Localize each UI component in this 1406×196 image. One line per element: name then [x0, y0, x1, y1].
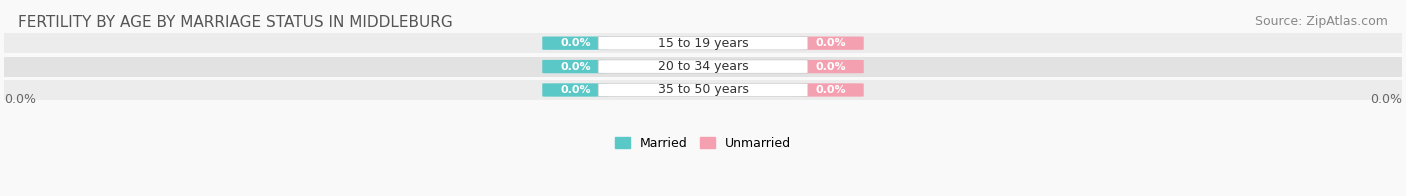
Text: Source: ZipAtlas.com: Source: ZipAtlas.com	[1256, 15, 1388, 28]
Text: 0.0%: 0.0%	[560, 85, 591, 95]
FancyBboxPatch shape	[543, 83, 609, 97]
FancyBboxPatch shape	[543, 60, 609, 73]
Text: FERTILITY BY AGE BY MARRIAGE STATUS IN MIDDLEBURG: FERTILITY BY AGE BY MARRIAGE STATUS IN M…	[18, 15, 453, 30]
Text: 0.0%: 0.0%	[815, 38, 846, 48]
Text: 15 to 19 years: 15 to 19 years	[658, 37, 748, 50]
Bar	[4, 80, 1402, 100]
Text: 0.0%: 0.0%	[560, 62, 591, 72]
Text: 0.0%: 0.0%	[815, 62, 846, 72]
Text: 0.0%: 0.0%	[4, 93, 37, 106]
FancyBboxPatch shape	[797, 60, 863, 73]
Text: 0.0%: 0.0%	[560, 38, 591, 48]
Bar	[4, 57, 1402, 76]
FancyBboxPatch shape	[598, 60, 808, 73]
FancyBboxPatch shape	[797, 36, 863, 50]
Text: 35 to 50 years: 35 to 50 years	[658, 83, 748, 96]
FancyBboxPatch shape	[598, 83, 808, 97]
Bar	[4, 33, 1402, 53]
FancyBboxPatch shape	[797, 83, 863, 97]
FancyBboxPatch shape	[598, 36, 808, 50]
Legend: Married, Unmarried: Married, Unmarried	[614, 137, 792, 150]
Text: 20 to 34 years: 20 to 34 years	[658, 60, 748, 73]
Text: 0.0%: 0.0%	[815, 85, 846, 95]
FancyBboxPatch shape	[543, 36, 609, 50]
Text: 0.0%: 0.0%	[1369, 93, 1402, 106]
